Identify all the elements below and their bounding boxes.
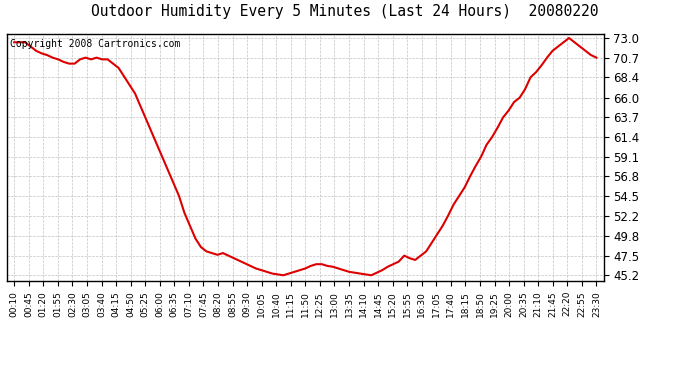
Text: Outdoor Humidity Every 5 Minutes (Last 24 Hours)  20080220: Outdoor Humidity Every 5 Minutes (Last 2…: [91, 4, 599, 19]
Text: Copyright 2008 Cartronics.com: Copyright 2008 Cartronics.com: [10, 39, 180, 49]
